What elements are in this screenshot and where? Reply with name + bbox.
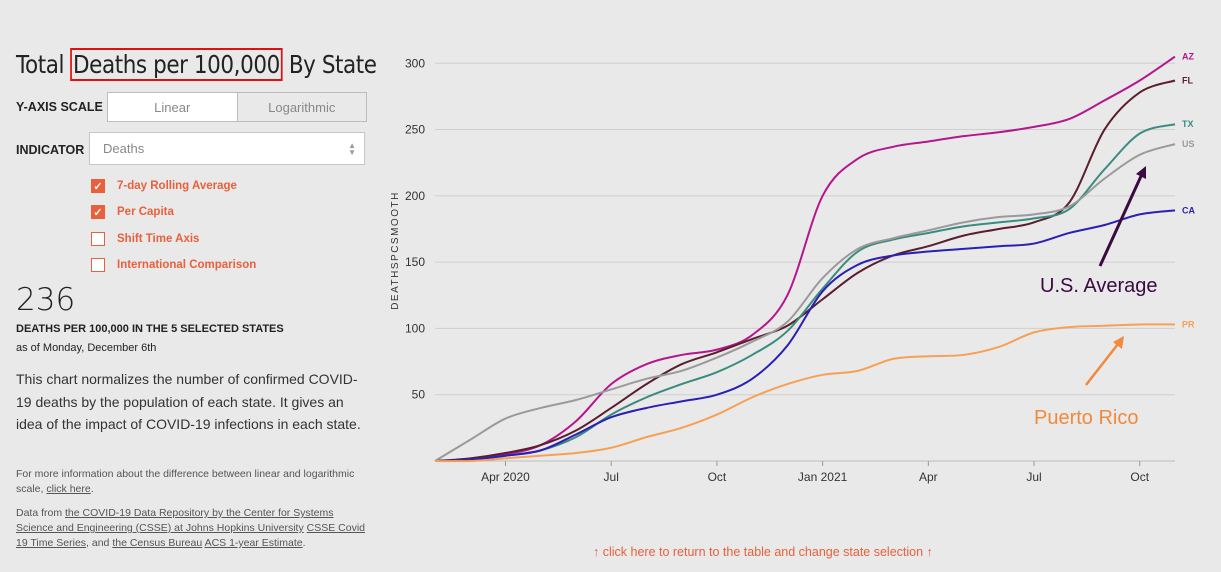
indicator-value: Deaths: [103, 141, 145, 156]
puerto-rico-annotation: Puerto Rico: [1034, 407, 1139, 429]
y-tick-label: 50: [412, 388, 426, 402]
checkbox-per-capita[interactable]: ✓ Per Capita: [91, 205, 174, 219]
note-text: .: [90, 483, 94, 495]
census-bureau-link[interactable]: the Census Bureau: [112, 537, 203, 549]
series-line-tx: [434, 123, 1176, 462]
checkbox-empty-icon[interactable]: [91, 258, 105, 272]
series-end-label: PR: [1182, 319, 1195, 329]
series-line-us: [434, 143, 1176, 462]
note-text: , and: [86, 537, 113, 549]
page-title: Total Deaths per 100,000 By State: [16, 48, 377, 81]
checkbox-checked-icon[interactable]: ✓: [91, 205, 105, 219]
series-line-pr: [434, 323, 1176, 463]
series-line-az: [434, 55, 1176, 462]
x-tick-label: Apr: [919, 470, 938, 484]
y-tick-label: 100: [405, 321, 425, 335]
note-text: .: [302, 537, 306, 549]
checkbox-label: International Comparison: [117, 259, 257, 271]
summary-label: DEATHS PER 100,000 IN THE 5 SELECTED STA…: [16, 323, 284, 335]
y-tick-label: 300: [405, 56, 425, 70]
checkbox-shift-time-axis[interactable]: Shift Time Axis: [91, 232, 199, 246]
x-tick-label: Jul: [1026, 470, 1041, 484]
checkbox-label: Per Capita: [117, 206, 174, 218]
series-end-label: CA: [1182, 205, 1195, 215]
checkbox-rolling-average[interactable]: ✓ 7-day Rolling Average: [91, 179, 237, 193]
linear-option[interactable]: Linear: [108, 93, 237, 121]
acs-estimate-link[interactable]: ACS 1-year Estimate: [204, 537, 303, 549]
series-end-label: US: [1182, 139, 1195, 149]
y-axis-scale-toggle: Linear Logarithmic: [107, 92, 367, 122]
summary-value: 236: [16, 282, 76, 318]
title-suffix: By State: [282, 50, 377, 79]
scale-note: For more information about the differenc…: [16, 467, 368, 497]
chart-description: This chart normalizes the number of conf…: [16, 371, 361, 432]
puerto-rico-arrow: [1085, 343, 1119, 386]
checkbox-label: 7-day Rolling Average: [117, 180, 237, 192]
csse-timeseries-link[interactable]: CSSE Covid 19 Time Series: [16, 522, 366, 549]
select-arrows-icon: ▲ ▼: [348, 141, 356, 157]
x-tick-label: Oct: [1130, 470, 1149, 484]
y-tick-label: 250: [405, 123, 425, 137]
us-average-arrowhead: [1136, 166, 1146, 179]
checkbox-label: Shift Time Axis: [117, 233, 200, 245]
x-tick-label: Jan 2021: [798, 470, 848, 484]
scale-info-link[interactable]: click here: [46, 483, 91, 495]
puerto-rico-arrowhead: [1113, 336, 1124, 349]
series-end-label: TX: [1182, 119, 1194, 129]
checkbox-checked-icon[interactable]: ✓: [91, 179, 105, 193]
series-end-label: FL: [1182, 75, 1193, 85]
y-axis-scale-label: Y-AXIS SCALE: [16, 100, 103, 114]
series-line-fl: [434, 79, 1176, 462]
checkbox-empty-icon[interactable]: [91, 232, 105, 246]
series-line-ca: [434, 209, 1176, 462]
us-average-arrow: [1098, 173, 1144, 267]
y-tick-label: 150: [405, 255, 425, 269]
summary-date: as of Monday, December 6th: [16, 342, 157, 354]
source-note: Data from the COVID-19 Data Repository b…: [16, 506, 368, 551]
x-tick-label: Apr 2020: [481, 470, 530, 484]
us-average-annotation: U.S. Average: [1040, 275, 1157, 297]
return-to-table-link[interactable]: ↑ click here to return to the table and …: [593, 545, 933, 559]
y-axis-label: DEATHSPCSMOOTH: [390, 191, 401, 310]
deaths-line-chart: 50 100 150 200 250 300 Apr 2020 Jul Oct Jan 2021 A…: [390, 52, 1195, 484]
logarithmic-option[interactable]: Logarithmic: [236, 93, 366, 121]
note-text: For more information about the differenc…: [16, 468, 355, 495]
jhu-repository-link[interactable]: the COVID-19 Data Repository by the Cent…: [16, 507, 334, 534]
note-text: Data from: [16, 507, 66, 519]
indicator-label: INDICATOR: [16, 143, 85, 157]
title-prefix: Total: [16, 50, 71, 79]
y-tick-label: 200: [405, 189, 425, 203]
title-highlight: Deaths per 100,000: [70, 48, 283, 81]
indicator-select[interactable]: Deaths ▲ ▼: [89, 132, 365, 165]
x-tick-label: Jul: [604, 470, 619, 484]
x-tick-label: Oct: [708, 470, 727, 484]
series-end-label: AZ: [1182, 52, 1194, 62]
checkbox-international-comparison[interactable]: International Comparison: [91, 258, 256, 272]
